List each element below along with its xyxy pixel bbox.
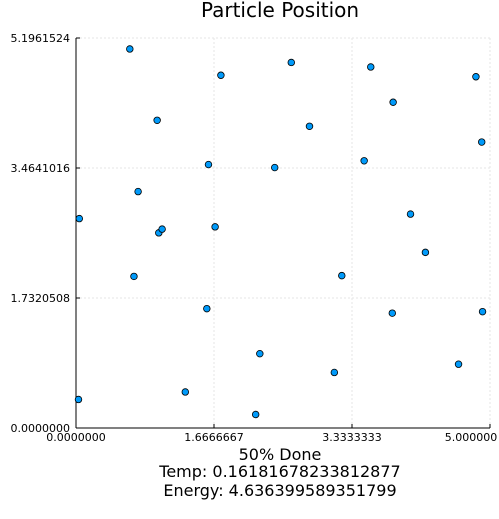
- x-axis-label-line-1: 50% Done: [239, 445, 322, 464]
- data-point-0-3: [217, 71, 225, 79]
- x-tick-label-0: 0.0000000: [46, 431, 106, 444]
- data-point-0-1: [153, 116, 161, 124]
- y-axis-ticks: 0.0000000 1.7320508 3.4641016 5.1961524: [11, 32, 80, 435]
- data-points: [74, 45, 487, 419]
- data-point-0-27: [478, 307, 487, 316]
- x-axis-label-line-3: Energy: 4.636399589351799: [163, 481, 396, 500]
- data-point-0-24: [421, 248, 430, 257]
- data-point-0-17: [330, 368, 339, 377]
- data-point-0-15: [256, 349, 264, 358]
- y-tick-label-2: 3.4641016: [11, 162, 71, 175]
- data-point-0-26: [388, 309, 396, 317]
- x-axis-ticks: 0.0000000 1.6666667 3.3333333 5.000000: [46, 424, 497, 444]
- data-point-0-10: [74, 395, 83, 404]
- data-point-0-11: [181, 388, 189, 396]
- chart-title: Particle Position: [201, 0, 359, 22]
- data-point-0-7: [158, 225, 166, 233]
- data-point-0-20: [478, 138, 486, 146]
- data-point-0-19: [472, 73, 480, 81]
- y-tick-label-0: 0.0000000: [11, 422, 71, 435]
- x-tick-label-3: 5.000000: [445, 431, 498, 444]
- data-point-0-18: [360, 157, 368, 165]
- data-point-0-9: [204, 160, 213, 169]
- data-point-0-12: [203, 304, 211, 313]
- data-point-0-14: [271, 163, 279, 172]
- x-tick-label-1: 1.6666667: [184, 431, 244, 444]
- data-point-0-16: [305, 122, 314, 130]
- axes-frame: [75, 38, 490, 429]
- data-point-0-29: [287, 58, 295, 67]
- data-point-0-6: [130, 272, 138, 281]
- grid-lines: [75, 37, 491, 429]
- y-tick-label-3: 5.1961524: [11, 32, 71, 45]
- data-point-0-25: [338, 271, 346, 280]
- data-point-0-2: [134, 187, 142, 196]
- data-point-0-28: [454, 360, 463, 368]
- x-tick-label-2: 3.3333333: [322, 431, 382, 444]
- data-point-0-23: [406, 210, 415, 218]
- data-point-0-21: [389, 98, 397, 106]
- data-point-0-22: [367, 63, 375, 71]
- data-point-0-13: [251, 410, 260, 419]
- x-axis-label-line-2: Temp: 0.16181678233812877: [158, 462, 400, 481]
- y-tick-label-1: 1.7320508: [11, 292, 71, 305]
- data-point-0-0: [126, 45, 134, 53]
- data-point-0-8: [211, 223, 219, 231]
- data-point-0-5: [75, 214, 84, 223]
